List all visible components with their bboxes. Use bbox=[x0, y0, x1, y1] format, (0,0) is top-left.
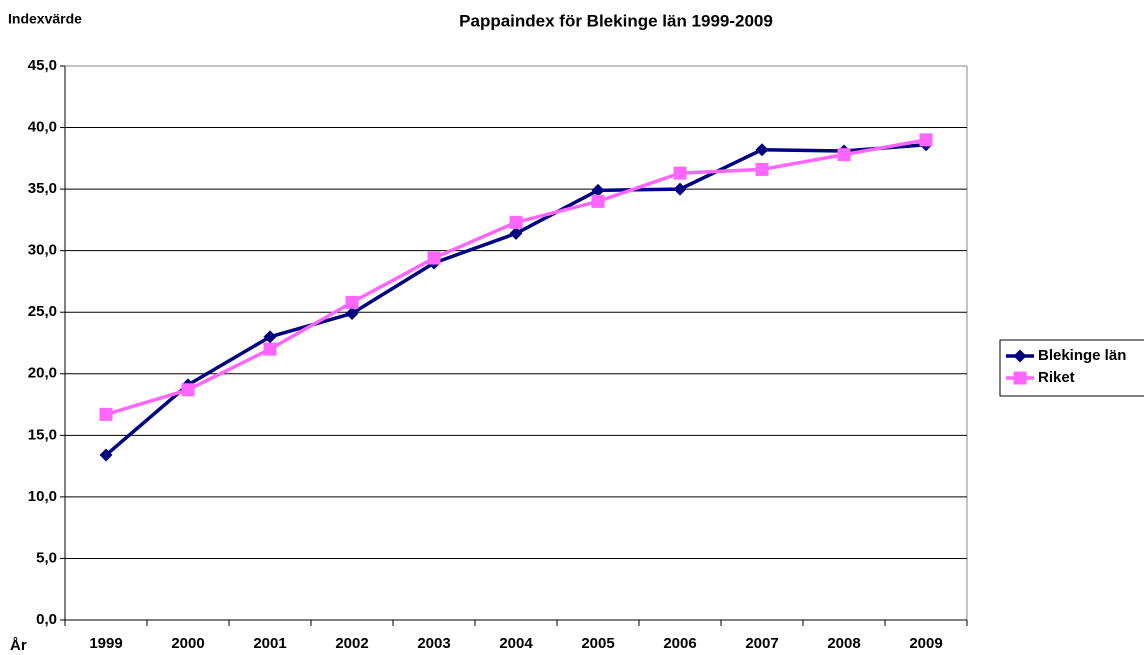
y-tick-label: 15,0 bbox=[28, 426, 57, 443]
x-tick-label: 2001 bbox=[253, 635, 286, 652]
x-tick-label: 2005 bbox=[581, 635, 614, 652]
data-point bbox=[263, 342, 277, 356]
data-point bbox=[427, 251, 441, 265]
y-axis-label: Indexvärde bbox=[8, 11, 82, 27]
data-point bbox=[509, 226, 523, 240]
y-tick-label: 30,0 bbox=[28, 242, 57, 259]
data-point bbox=[919, 133, 933, 147]
data-point bbox=[345, 306, 359, 320]
x-tick-label: 1999 bbox=[89, 635, 122, 652]
data-point bbox=[673, 166, 687, 180]
x-tick-label: 2004 bbox=[499, 635, 533, 652]
legend-marker bbox=[1013, 371, 1027, 385]
y-tick-label: 25,0 bbox=[28, 303, 57, 320]
data-point bbox=[591, 194, 605, 208]
x-tick-label: 2006 bbox=[663, 635, 696, 652]
x-tick-label: 2000 bbox=[171, 635, 204, 652]
y-tick-label: 5,0 bbox=[36, 549, 57, 566]
data-point bbox=[181, 383, 195, 397]
y-tick-label: 45,0 bbox=[28, 57, 57, 74]
x-axis-label: År bbox=[10, 637, 27, 654]
series-line bbox=[105, 138, 927, 417]
data-point bbox=[837, 148, 851, 162]
y-tick-label: 40,0 bbox=[28, 119, 57, 136]
data-point bbox=[263, 330, 277, 344]
data-point bbox=[509, 215, 523, 229]
y-tick-label: 0,0 bbox=[36, 611, 57, 628]
legend-box bbox=[999, 339, 1144, 397]
legend-label: Blekinge län bbox=[1038, 347, 1126, 364]
chart-title: Pappaindex för Blekinge län 1999-2009 bbox=[459, 11, 773, 30]
y-tick-label: 35,0 bbox=[28, 180, 57, 197]
legend-label: Riket bbox=[1038, 369, 1075, 386]
legend-marker bbox=[1013, 349, 1027, 363]
x-tick-label: 2007 bbox=[745, 635, 778, 652]
y-tick-label: 10,0 bbox=[28, 488, 57, 505]
series-line bbox=[104, 143, 927, 457]
data-point bbox=[673, 182, 687, 196]
data-point bbox=[345, 295, 359, 309]
x-tick-label: 2008 bbox=[827, 635, 860, 652]
x-tick-label: 2009 bbox=[909, 635, 942, 652]
data-point bbox=[755, 162, 769, 176]
data-point bbox=[99, 407, 113, 421]
y-tick-label: 20,0 bbox=[28, 365, 57, 382]
data-point bbox=[99, 448, 113, 462]
data-point bbox=[755, 143, 769, 157]
data-point bbox=[591, 183, 605, 197]
x-tick-label: 2003 bbox=[417, 635, 450, 652]
x-tick-label: 2002 bbox=[335, 635, 368, 652]
